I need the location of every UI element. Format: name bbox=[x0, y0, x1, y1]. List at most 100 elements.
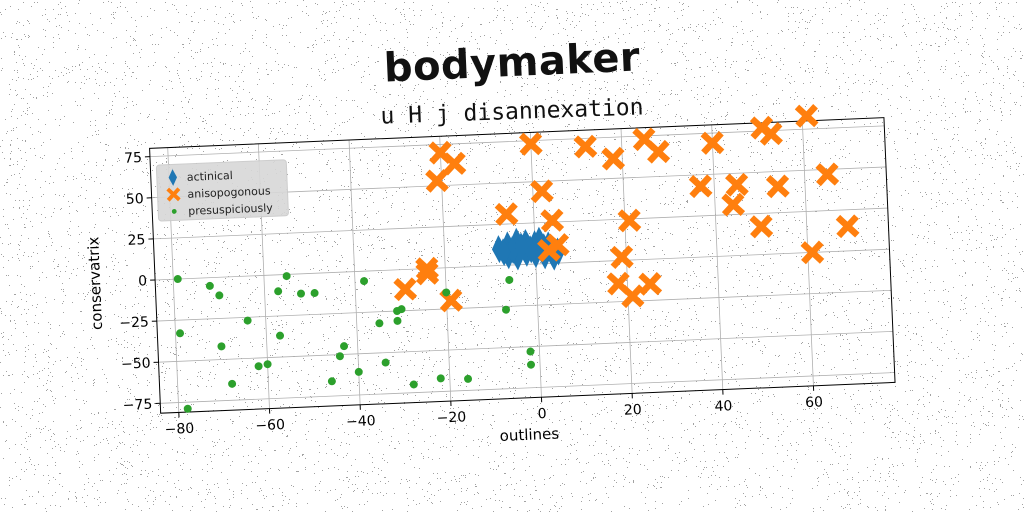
y-grid-line bbox=[158, 331, 893, 363]
anisopogonous-point bbox=[721, 192, 746, 217]
actinical-point bbox=[514, 232, 529, 261]
actinical-point bbox=[496, 238, 511, 267]
anisopogonous-point bbox=[530, 179, 554, 204]
legend-entry: presuspiciously bbox=[188, 201, 274, 218]
presuspiciously-point bbox=[442, 288, 451, 297]
x-tick-label: 20 bbox=[624, 402, 642, 419]
x-tick-label: −40 bbox=[346, 413, 376, 430]
y-tick-label: −75 bbox=[122, 397, 152, 414]
anisopogonous-point bbox=[425, 168, 449, 193]
legend-entry: anisopogonous bbox=[187, 184, 271, 200]
anisopogonous-point bbox=[835, 214, 860, 239]
legend-box bbox=[155, 159, 289, 222]
anisopogonous-point bbox=[609, 245, 634, 269]
presuspiciously-point bbox=[282, 272, 291, 281]
y-tick-label: 0 bbox=[138, 273, 148, 289]
presuspiciously-point bbox=[215, 291, 224, 300]
presuspiciously-point bbox=[310, 289, 319, 298]
presuspiciously-point bbox=[183, 404, 192, 413]
presuspiciously-point bbox=[340, 342, 349, 351]
presuspiciously-point bbox=[354, 367, 363, 376]
plot-border bbox=[149, 117, 896, 414]
anisopogonous-point bbox=[749, 214, 774, 239]
presuspiciously-point bbox=[335, 352, 344, 361]
actinical-point bbox=[505, 236, 520, 265]
legend-marker bbox=[171, 209, 177, 214]
presuspiciously-point bbox=[381, 358, 390, 367]
y-grid-line bbox=[160, 372, 895, 404]
anisopogonous-point bbox=[617, 208, 642, 233]
actinical-point bbox=[523, 235, 538, 264]
legend-marker-actinical bbox=[168, 169, 178, 186]
y-grid-line bbox=[156, 289, 892, 322]
presuspiciously-point bbox=[505, 275, 514, 284]
presuspiciously-point bbox=[296, 289, 305, 298]
x-tick-label: −80 bbox=[164, 421, 194, 438]
legend-entry: actinical bbox=[187, 169, 234, 184]
anisopogonous-point bbox=[759, 122, 783, 146]
anisopogonous-point bbox=[494, 202, 519, 227]
data-points bbox=[173, 104, 860, 413]
x-tick-label: −20 bbox=[436, 409, 466, 426]
anisopogonous-point bbox=[800, 240, 825, 265]
presuspiciously-point bbox=[526, 347, 535, 356]
anisopogonous-point bbox=[794, 104, 819, 128]
anisopogonous-point bbox=[415, 261, 440, 286]
anisopogonous-point bbox=[620, 284, 645, 309]
presuspiciously-point bbox=[464, 374, 473, 383]
anisopogonous-point bbox=[540, 208, 565, 233]
anisopogonous-point bbox=[688, 174, 713, 199]
anisopogonous-point bbox=[442, 151, 467, 176]
legend-marker-presuspiciously bbox=[171, 209, 177, 214]
anisopogonous-point bbox=[815, 162, 840, 187]
legend-marker-anisopogonous bbox=[166, 187, 181, 202]
x-grid-line bbox=[711, 124, 724, 390]
y-tick-label: 50 bbox=[126, 191, 144, 208]
legend-marker bbox=[168, 169, 178, 186]
presuspiciously-point bbox=[397, 305, 406, 314]
anisopogonous-point bbox=[518, 132, 543, 156]
presuspiciously-point bbox=[254, 362, 263, 371]
anisopogonous-point bbox=[545, 233, 570, 257]
presuspiciously-point bbox=[436, 374, 445, 383]
legend-marker bbox=[166, 187, 181, 202]
anisopogonous-point bbox=[765, 174, 790, 199]
x-tick-label: −60 bbox=[255, 417, 285, 434]
presuspiciously-point bbox=[527, 360, 536, 369]
presuspiciously-point bbox=[176, 329, 185, 338]
presuspiciously-point bbox=[502, 305, 511, 314]
x-grid-line bbox=[348, 140, 361, 405]
presuspiciously-point bbox=[375, 319, 384, 328]
presuspiciously-point bbox=[243, 316, 252, 325]
anisopogonous-point bbox=[601, 146, 626, 171]
x-tick-label: 40 bbox=[714, 398, 732, 415]
y-axis-label: conservatrix bbox=[84, 236, 106, 330]
presuspiciously-point bbox=[393, 316, 402, 325]
anisopogonous-point bbox=[573, 134, 598, 159]
y-tick-label: −50 bbox=[121, 356, 151, 373]
presuspiciously-point bbox=[217, 342, 226, 351]
y-tick-label: 25 bbox=[127, 232, 145, 249]
x-tick-label: 0 bbox=[537, 406, 547, 422]
presuspiciously-point bbox=[276, 331, 285, 340]
anisopogonous-point bbox=[700, 131, 725, 155]
anisopogonous-point bbox=[646, 139, 671, 164]
presuspiciously-point bbox=[228, 379, 237, 388]
presuspiciously-point bbox=[409, 380, 418, 389]
y-tick-label: 75 bbox=[124, 150, 142, 167]
presuspiciously-point bbox=[360, 277, 369, 286]
axes-frame bbox=[149, 117, 896, 414]
x-tick-label: 60 bbox=[805, 394, 823, 411]
y-grid-line bbox=[153, 207, 888, 240]
presuspiciously-point bbox=[274, 287, 283, 296]
tick-labels: −80 −60 −40 −20 0 20 40 60 −75 −50 −25 0 25 50 75 bbox=[119, 150, 823, 438]
anisopogonous-point bbox=[725, 172, 749, 197]
presuspiciously-point bbox=[327, 377, 336, 386]
x-axis-label: outlines bbox=[499, 425, 559, 445]
anisopogonous-point bbox=[393, 277, 418, 302]
anisopogonous-point bbox=[638, 272, 663, 296]
presuspiciously-point bbox=[263, 360, 272, 369]
presuspiciously-point bbox=[205, 281, 214, 290]
